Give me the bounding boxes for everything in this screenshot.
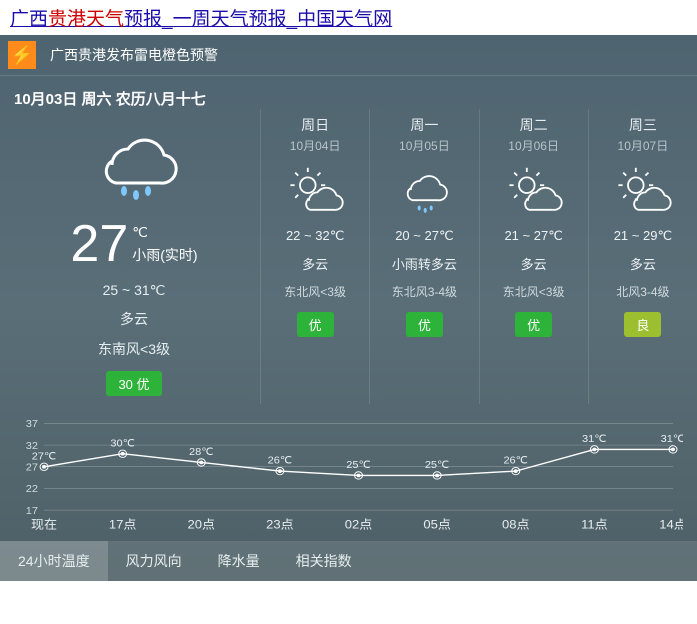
aqi-badge[interactable]: 优 bbox=[406, 312, 443, 337]
title-suffix: 预报_一周天气预报_中国天气网 bbox=[124, 9, 392, 30]
forecast-condition: 多云 bbox=[484, 254, 584, 273]
current-temp: 27 bbox=[70, 218, 128, 270]
forecast-wind: 东北风<3级 bbox=[484, 283, 584, 300]
forecast-date: 10月07日 bbox=[593, 137, 693, 154]
current-range: 25 ~ 31℃ bbox=[18, 282, 250, 299]
forecast-condition: 多云 bbox=[593, 254, 693, 273]
forecast-wind: 东北风<3级 bbox=[265, 283, 365, 300]
aqi-badge[interactable]: 良 bbox=[624, 312, 661, 337]
aqi-value: 30 bbox=[118, 377, 132, 392]
aqi-badge[interactable]: 30 优 bbox=[106, 371, 161, 396]
svg-text:31℃: 31℃ bbox=[582, 433, 607, 445]
svg-text:08点: 08点 bbox=[502, 518, 529, 531]
svg-text:02点: 02点 bbox=[345, 518, 372, 531]
forecast-day[interactable]: 周日 10月04日 22 ~ 32℃ 多云 东北风<3级 优 bbox=[260, 109, 369, 404]
rain-cloud-icon bbox=[374, 166, 474, 220]
forecast-range: 22 ~ 32℃ bbox=[265, 228, 365, 244]
title-highlight: 贵港天气 bbox=[48, 9, 124, 30]
weather-alert[interactable]: ⚡ 广西贵港发布雷电橙色预警 bbox=[0, 35, 697, 76]
svg-text:30℃: 30℃ bbox=[110, 438, 135, 450]
forecast-weekday: 周二 bbox=[484, 115, 584, 135]
weather-panel: ⚡ 广西贵港发布雷电橙色预警 10月03日 周六 农历八月十七 27 ℃ 小雨(… bbox=[0, 35, 697, 581]
forecast-weekday: 周日 bbox=[265, 115, 365, 135]
svg-text:22: 22 bbox=[26, 484, 38, 496]
svg-text:28℃: 28℃ bbox=[189, 446, 214, 458]
forecast-day[interactable]: 周一 10月05日 20 ~ 27℃ 小雨转多云 东北风3-4级 优 bbox=[369, 109, 478, 404]
forecast-wind: 北风3-4级 bbox=[593, 283, 693, 300]
svg-text:20点: 20点 bbox=[188, 518, 215, 531]
temp-unit: ℃ bbox=[132, 224, 148, 241]
svg-text:17点: 17点 bbox=[109, 518, 136, 531]
chart-tab[interactable]: 降水量 bbox=[200, 541, 278, 581]
realtime-condition: 小雨(实时) bbox=[132, 245, 197, 265]
forecast-condition: 小雨转多云 bbox=[374, 254, 474, 273]
svg-text:现在: 现在 bbox=[31, 518, 57, 531]
forecast-row: 周日 10月04日 22 ~ 32℃ 多云 东北风<3级 优 周一 10月05日… bbox=[260, 109, 697, 404]
alert-text: 广西贵港发布雷电橙色预警 bbox=[50, 45, 218, 65]
forecast-day[interactable]: 周二 10月06日 21 ~ 27℃ 多云 东北风<3级 优 bbox=[479, 109, 588, 404]
chart-tab[interactable]: 24小时温度 bbox=[0, 541, 108, 581]
chart-tab[interactable]: 相关指数 bbox=[278, 541, 370, 581]
svg-text:27℃: 27℃ bbox=[32, 451, 57, 463]
main-row: 27 ℃ 小雨(实时) 25 ~ 31℃ 多云 东南风<3级 30 优 周日 1… bbox=[0, 109, 697, 410]
svg-text:27: 27 bbox=[26, 462, 38, 474]
svg-text:25℃: 25℃ bbox=[346, 459, 371, 471]
svg-text:25℃: 25℃ bbox=[425, 459, 450, 471]
svg-text:17: 17 bbox=[26, 505, 38, 517]
forecast-condition: 多云 bbox=[265, 254, 365, 273]
forecast-date: 10月05日 bbox=[374, 137, 474, 154]
current-temp-row: 27 ℃ 小雨(实时) bbox=[18, 218, 250, 270]
partly-cloudy-icon bbox=[265, 166, 365, 220]
forecast-date: 10月04日 bbox=[265, 137, 365, 154]
forecast-weekday: 周三 bbox=[593, 115, 693, 135]
svg-text:14点: 14点 bbox=[659, 518, 683, 531]
hourly-chart: 172227323727℃现在30℃17点28℃20点26℃23点25℃02点2… bbox=[0, 410, 697, 541]
current-condition: 多云 bbox=[18, 309, 250, 329]
svg-text:23点: 23点 bbox=[266, 518, 293, 531]
current-wind: 东南风<3级 bbox=[18, 339, 250, 359]
forecast-range: 21 ~ 29℃ bbox=[593, 228, 693, 244]
page-title-link[interactable]: 广西贵港天气预报_一周天气预报_中国天气网 bbox=[0, 0, 697, 35]
chart-tabs: 24小时温度风力风向降水量相关指数 bbox=[0, 541, 697, 581]
current-date: 10月03日 周六 农历八月十七 bbox=[0, 76, 697, 109]
partly-cloudy-icon bbox=[484, 166, 584, 220]
forecast-wind: 东北风3-4级 bbox=[374, 283, 474, 300]
current-conditions: 27 ℃ 小雨(实时) 25 ~ 31℃ 多云 东南风<3级 30 优 bbox=[0, 109, 260, 404]
aqi-level: 优 bbox=[137, 377, 150, 392]
svg-text:11点: 11点 bbox=[581, 518, 608, 531]
title-prefix: 广西 bbox=[10, 9, 48, 30]
partly-cloudy-icon bbox=[593, 166, 693, 220]
svg-text:37: 37 bbox=[26, 418, 38, 430]
forecast-weekday: 周一 bbox=[374, 115, 474, 135]
svg-text:26℃: 26℃ bbox=[268, 455, 293, 467]
aqi-badge[interactable]: 优 bbox=[515, 312, 552, 337]
svg-text:05点: 05点 bbox=[423, 518, 450, 531]
svg-text:26℃: 26℃ bbox=[503, 455, 528, 467]
rain-cloud-icon bbox=[18, 123, 250, 208]
forecast-range: 20 ~ 27℃ bbox=[374, 228, 474, 244]
forecast-date: 10月06日 bbox=[484, 137, 584, 154]
svg-text:31℃: 31℃ bbox=[661, 433, 683, 445]
lightning-icon: ⚡ bbox=[8, 41, 36, 69]
forecast-range: 21 ~ 27℃ bbox=[484, 228, 584, 244]
chart-tab[interactable]: 风力风向 bbox=[108, 541, 200, 581]
aqi-badge[interactable]: 优 bbox=[297, 312, 334, 337]
forecast-day[interactable]: 周三 10月07日 21 ~ 29℃ 多云 北风3-4级 良 bbox=[588, 109, 697, 404]
